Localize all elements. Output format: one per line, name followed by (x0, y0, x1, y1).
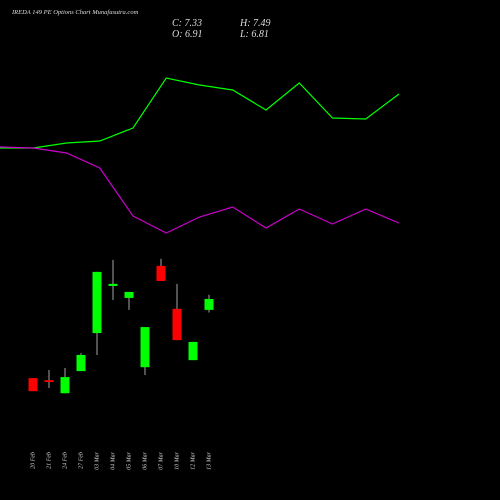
x-tick-label: 04 Mar (109, 451, 116, 469)
candle-body (76, 354, 86, 372)
x-tick-label: 07 Mar (158, 451, 164, 469)
chart-title: IREDA 149 PE Options Chart Munafasutra.c… (11, 9, 139, 16)
x-tick-label: 06 Mar (142, 451, 148, 469)
x-tick-label: 05 Mar (126, 451, 132, 469)
ohlc-label: H: 7.49 (239, 18, 271, 29)
line-series (0, 146, 400, 234)
candle-body (92, 271, 102, 334)
x-tick-label: 27 Feb (78, 452, 84, 469)
candle-body (172, 308, 182, 341)
candle-body (124, 291, 134, 298)
candle-body (28, 378, 38, 392)
x-tick-label: 20 Feb (30, 452, 36, 469)
x-tick-label: 21 Feb (46, 452, 52, 469)
ohlc-label: C: 7.33 (172, 18, 202, 29)
candle-body (44, 380, 54, 383)
x-tick-label: 03 Mar (94, 451, 100, 469)
candle-body (108, 283, 118, 286)
candle-body (188, 341, 198, 361)
x-tick-label: 10 Mar (174, 451, 180, 469)
candle-body (60, 377, 70, 394)
ohlc-label: O: 6.91 (172, 29, 203, 40)
x-tick-label: 24 Feb (61, 452, 68, 469)
candle-body (156, 265, 166, 281)
ohlc-label: L: 6.81 (239, 29, 269, 40)
candle-body (140, 327, 150, 368)
x-tick-label: 13 Mar (206, 451, 212, 469)
candle-body (204, 298, 214, 310)
line-series (0, 77, 400, 149)
x-tick-label: 12 Mar (190, 451, 196, 469)
